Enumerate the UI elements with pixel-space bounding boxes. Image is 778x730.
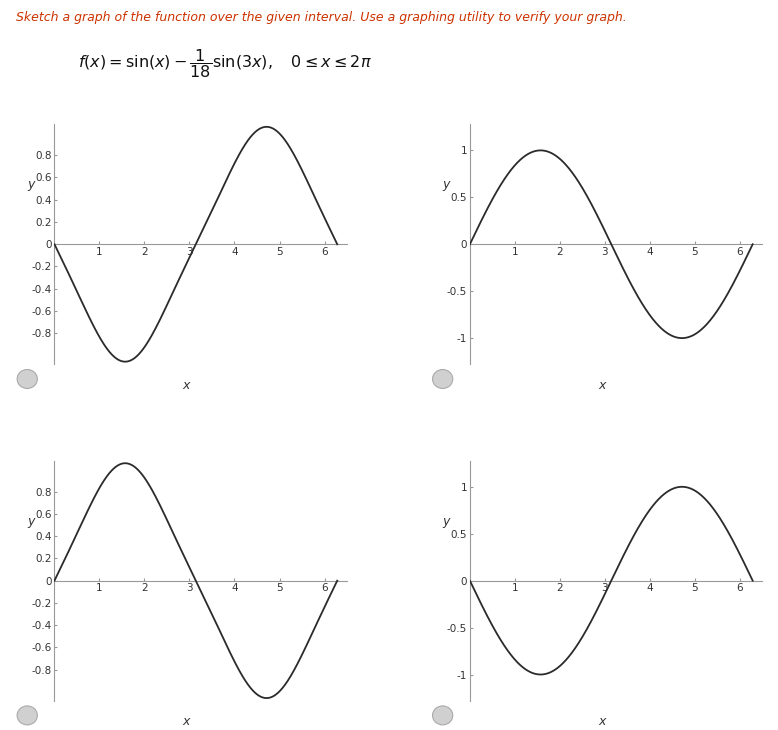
Text: x: x (598, 715, 605, 729)
Y-axis label: y: y (443, 515, 450, 528)
Y-axis label: y: y (443, 178, 450, 191)
Y-axis label: y: y (27, 515, 35, 528)
Text: $f(x) = \mathrm{sin}(x) - \dfrac{1}{18}\mathrm{sin}(3x), \quad 0 \leq x \leq 2\p: $f(x) = \mathrm{sin}(x) - \dfrac{1}{18}\… (78, 47, 372, 80)
Text: x: x (182, 379, 190, 392)
Text: x: x (598, 379, 605, 392)
Text: x: x (182, 715, 190, 729)
Text: Sketch a graph of the function over the given interval. Use a graphing utility t: Sketch a graph of the function over the … (16, 11, 626, 24)
Y-axis label: y: y (27, 178, 35, 191)
